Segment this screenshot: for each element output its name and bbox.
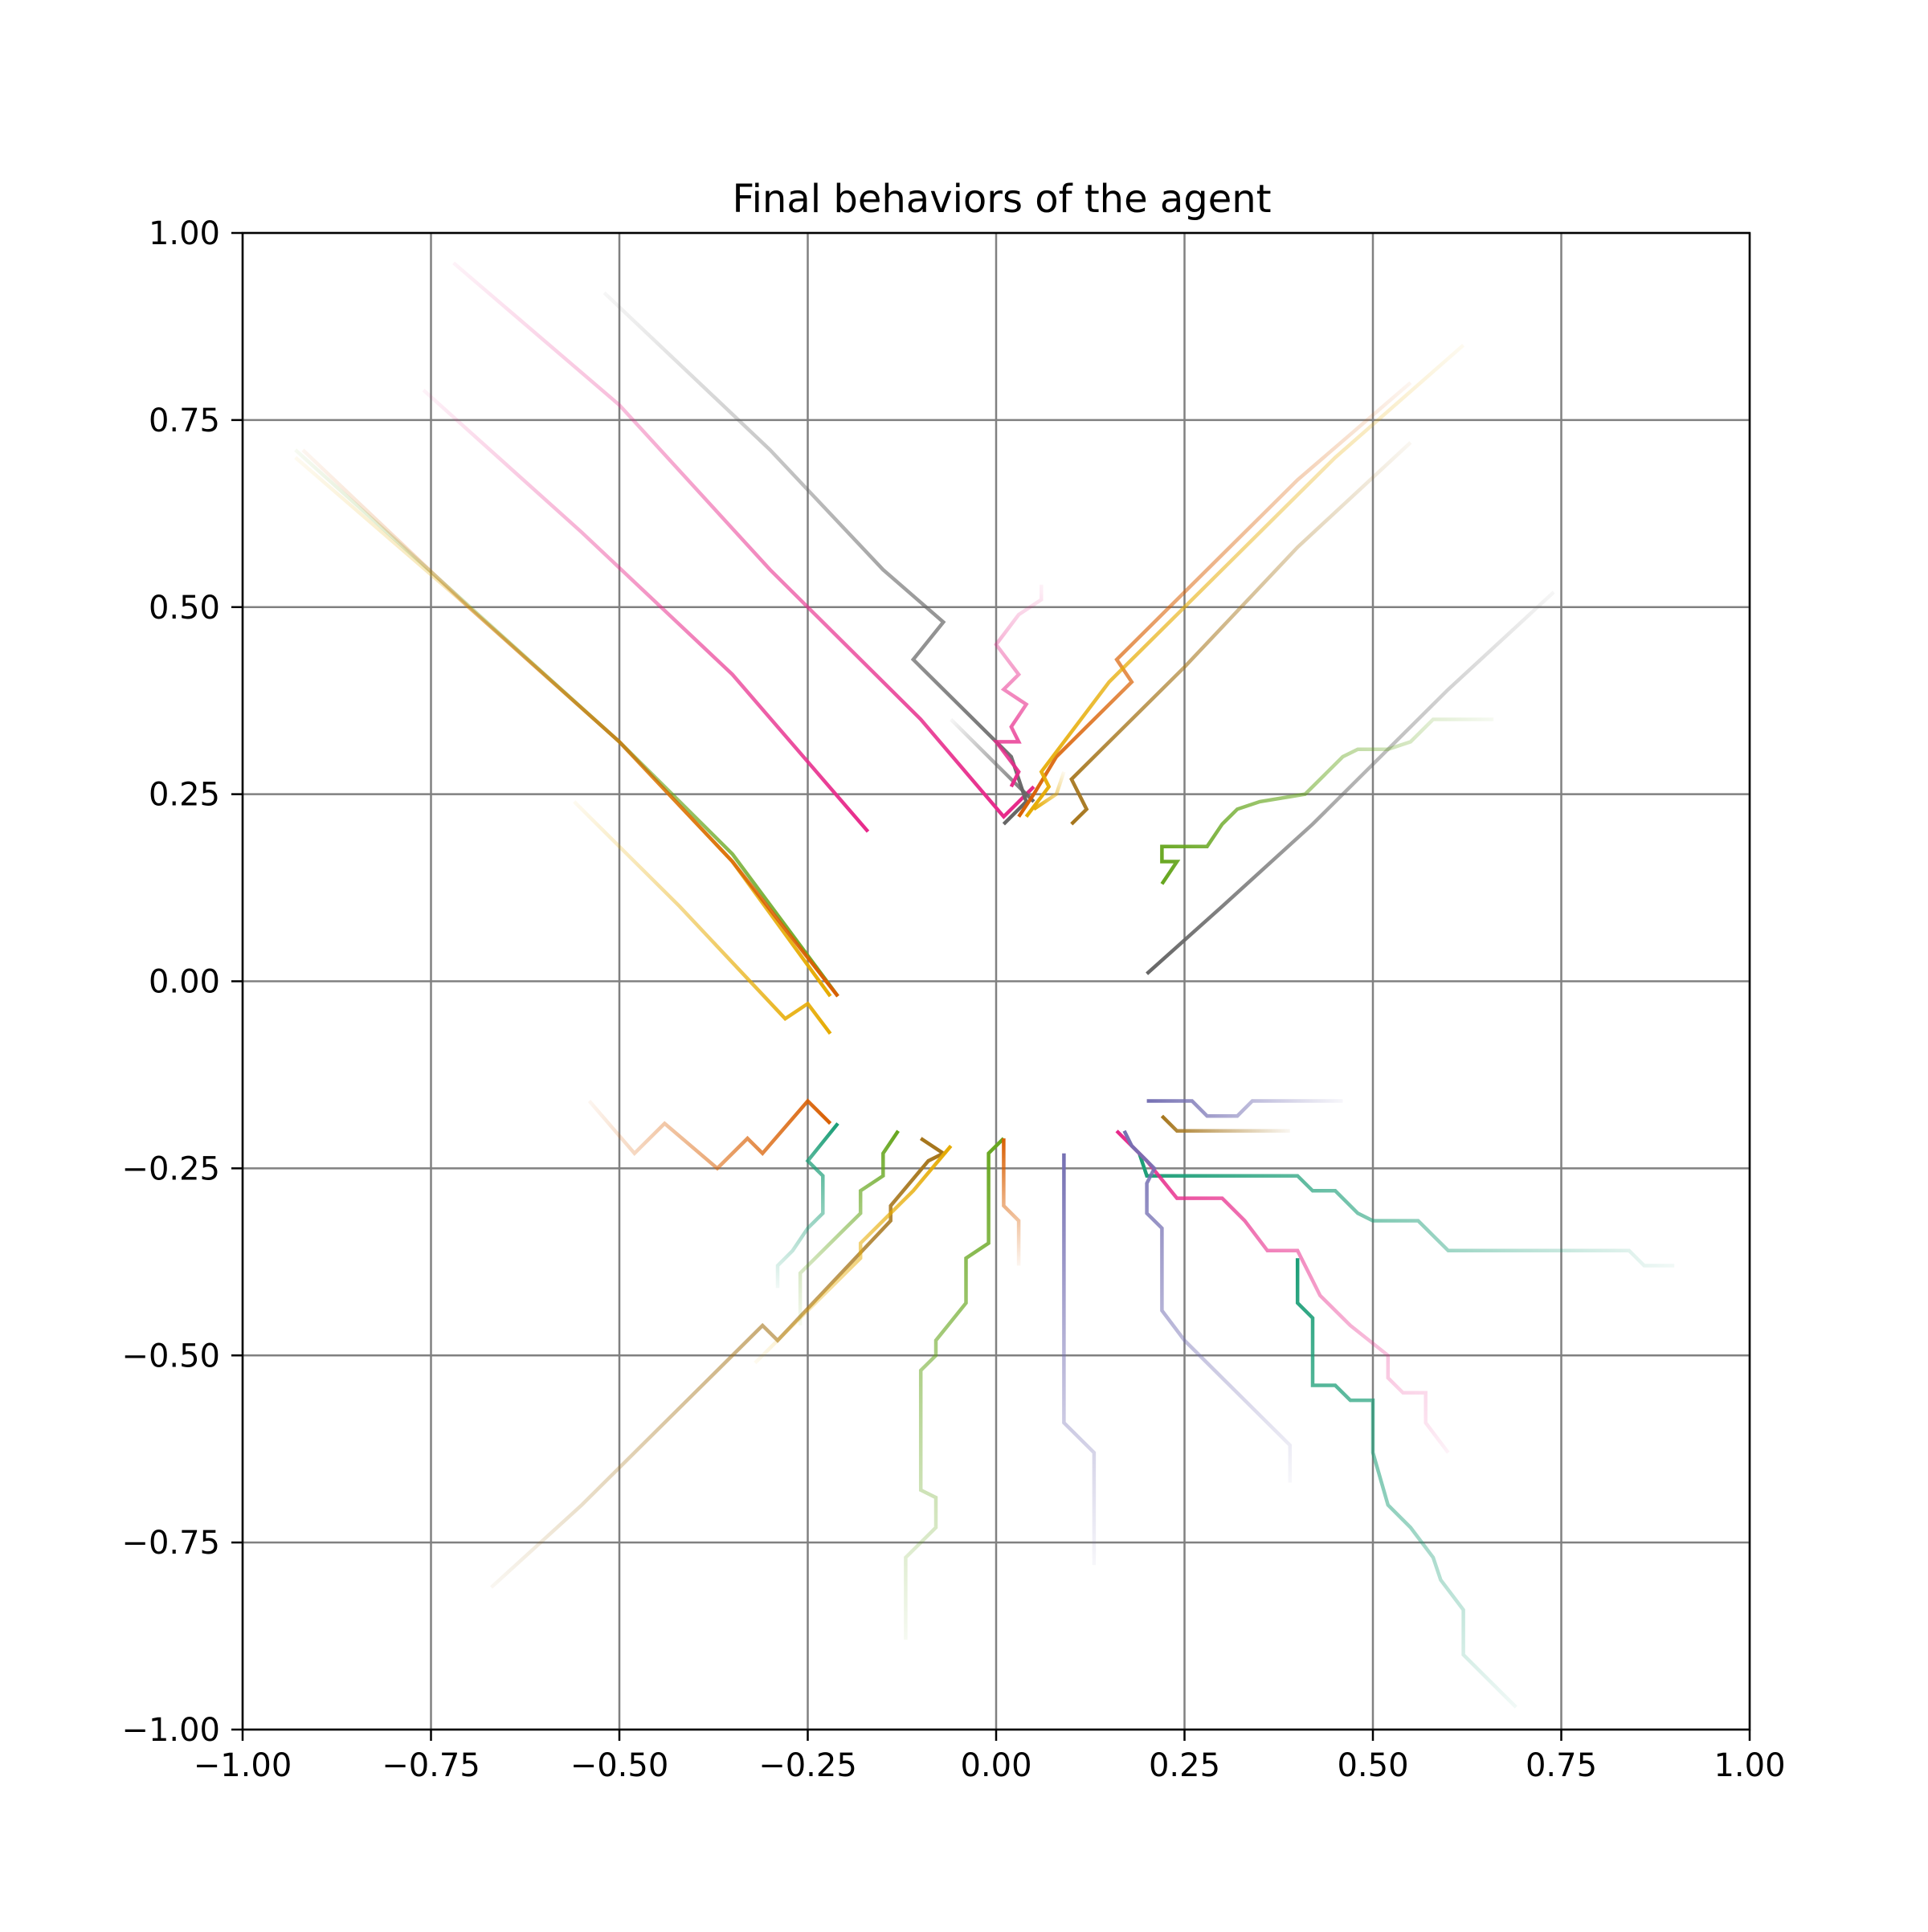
y-tick-label-3: −0.25 [121,1150,220,1187]
series-line-14 [1160,717,1494,885]
series-layer [294,261,1675,1709]
series-line-20 [1122,1129,1293,1483]
series-line-3 [950,717,1035,803]
series-line-8 [573,800,832,1035]
series-line-21 [1062,1153,1097,1566]
series-line-28 [587,1098,832,1171]
axis-ticks: −1.00 −0.75 −0.50 −0.25 0.00 0.25 0.50 0.75 1.00… [121,215,1785,1784]
series-line-23 [1002,1138,1021,1266]
series-line-26 [798,1129,900,1325]
series-line-10 [1024,344,1465,818]
y-tick-label-4: 0.00 [149,964,220,1001]
chart-title: Final behaviors of the agent [732,177,1271,222]
series-line-18 [1115,1129,1450,1454]
x-tick-label-1: −0.75 [382,1747,480,1784]
y-tick-label-7: 0.75 [149,402,220,439]
series-line-24 [489,1137,947,1589]
series-line-15 [1146,1099,1343,1118]
series-line-12 [1032,770,1066,811]
series-line-7 [301,448,839,998]
y-tick-label-6: 0.50 [149,590,220,627]
y-tick-label-0: −1.00 [121,1712,220,1749]
y-tick-label-1: −0.75 [121,1525,220,1562]
series-line-19 [1295,1258,1517,1709]
series-line-22 [904,1137,1005,1640]
y-tick-label-8: 1.00 [149,215,220,252]
series-line-4 [992,584,1044,788]
series-line-11 [1069,441,1412,826]
series-line-27 [775,1122,839,1289]
series-line-25 [754,1144,953,1365]
x-tick-label-5: 0.25 [1149,1747,1220,1784]
series-line-0 [452,261,1035,819]
y-tick-label-5: 0.25 [149,777,220,814]
series-line-17 [1138,1152,1675,1268]
x-tick-label-6: 0.50 [1337,1747,1408,1784]
series-line-13 [1146,590,1555,975]
x-tick-label-3: −0.25 [758,1747,857,1784]
series-line-16 [1160,1114,1290,1133]
x-tick-label-2: −0.50 [570,1747,669,1784]
y-tick-label-2: −0.50 [121,1338,220,1374]
x-tick-label-8: 1.00 [1714,1747,1785,1784]
x-tick-label-0: −1.00 [194,1747,292,1784]
x-tick-label-4: 0.00 [960,1747,1031,1784]
series-line-1 [422,388,870,833]
series-line-9 [1017,381,1412,818]
x-tick-label-7: 0.75 [1526,1747,1597,1784]
